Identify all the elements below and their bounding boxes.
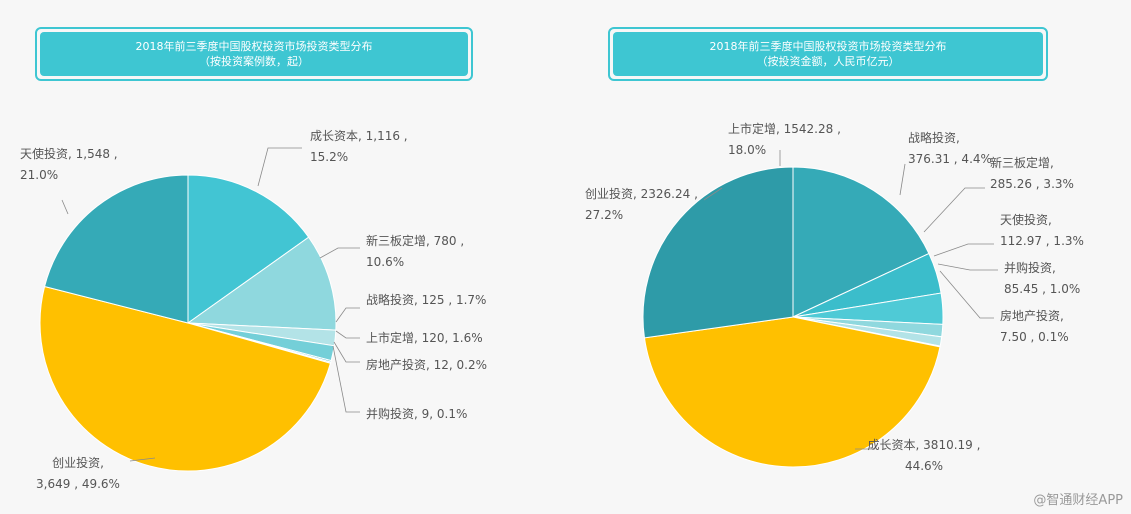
data-label-0-7-1: 21.0% xyxy=(20,168,58,182)
chart-title-box-right: 2018年前三季度中国股权投资市场投资类型分布 （按投资金额，人民币亿元） xyxy=(608,27,1048,81)
leader-line-1-2 xyxy=(923,187,985,233)
chart-subtitle-left: （按投资案例数，起） xyxy=(199,55,309,68)
data-label-1-2-0: 新三板定增, xyxy=(990,155,1054,170)
chart-title-box-left: 2018年前三季度中国股权投资市场投资类型分布 （按投资案例数，起） xyxy=(35,27,473,81)
pie-slice-0-6 xyxy=(39,285,332,472)
data-label-1-0-1: 18.0% xyxy=(728,143,766,157)
leader-line-0-7 xyxy=(61,199,69,215)
data-label-1-4-0: 并购投资, xyxy=(1004,260,1056,275)
data-label-0-3-0: 上市定增, 120, 1.6% xyxy=(366,330,483,345)
data-label-1-4-1: 85.45 , 1.0% xyxy=(1004,282,1080,296)
chart-title-left: 2018年前三季度中国股权投资市场投资类型分布 xyxy=(135,40,373,53)
pie-slice-1-6 xyxy=(643,316,941,468)
data-label-0-0-0: 成长资本, 1,116 , xyxy=(310,129,408,143)
pie-slice-0-0 xyxy=(187,174,310,324)
leader-line-1-1 xyxy=(899,163,906,196)
data-label-0-5-0: 并购投资, 9, 0.1% xyxy=(366,406,467,421)
data-label-1-2-1: 285.26 , 3.3% xyxy=(990,177,1074,191)
watermark-text: @智通财经APP xyxy=(1033,493,1123,508)
data-label-1-0-0: 上市定增, 1542.28 , xyxy=(728,121,841,136)
pie-group-0: 成长资本, 1,116 , 15.2% 新三板定增, 780 , 10.6% 战略投资,… xyxy=(20,129,487,491)
data-label-1-3-1: 112.97 , 1.3% xyxy=(1000,234,1084,248)
leader-line-1-4 xyxy=(937,263,998,271)
pie-slice-1-0 xyxy=(792,166,930,318)
data-label-0-1-1: 10.6% xyxy=(366,255,404,269)
data-label-0-4-0: 房地产投资, 12, 0.2% xyxy=(366,357,487,372)
pie-slice-0-1 xyxy=(186,236,337,331)
data-label-1-1-0: 战略投资, xyxy=(908,130,960,145)
leader-line-0-4 xyxy=(333,341,360,363)
data-label-0-6-0: 创业投资, xyxy=(52,455,104,470)
data-label-1-7-1: 27.2% xyxy=(585,208,623,222)
data-label-0-0-1: 15.2% xyxy=(310,150,348,164)
data-label-0-1-0: 新三板定增, 780 , xyxy=(366,233,464,248)
leader-line-0-2 xyxy=(335,307,360,323)
leader-line-1-5 xyxy=(939,270,994,319)
data-label-0-7-0: 天使投资, 1,548 , xyxy=(20,146,118,161)
leader-line-0-3 xyxy=(335,330,360,339)
chart-subtitle-right: （按投资金额，人民币亿元） xyxy=(756,55,900,68)
data-label-1-6-1: 44.6% xyxy=(905,459,943,473)
chart-title-right: 2018年前三季度中国股权投资市场投资类型分布 xyxy=(709,40,947,53)
leader-line-0-6 xyxy=(129,457,156,462)
leader-line-1-7 xyxy=(703,187,723,201)
data-label-1-1-1: 376.31 , 4.4% xyxy=(908,152,992,166)
data-label-0-2-0: 战略投资, 125 , 1.7% xyxy=(366,292,486,307)
data-label-1-3-0: 天使投资, xyxy=(1000,212,1052,227)
data-label-1-7-0: 创业投资, 2326.24 , xyxy=(585,186,698,201)
leader-line-0-1 xyxy=(319,247,360,259)
leader-line-0-0 xyxy=(257,147,302,187)
pie-slice-0-7 xyxy=(43,174,189,324)
leader-line-0-5 xyxy=(332,345,360,413)
data-label-0-6-1: 3,649 , 49.6% xyxy=(36,477,120,491)
pie-group-1: 上市定增, 1542.28 , 18.0% 战略投资, 376.31 , 4.4%新三… xyxy=(585,121,1084,473)
pie-slice-1-7 xyxy=(642,166,794,339)
data-label-1-5-0: 房地产投资, xyxy=(1000,308,1064,323)
leader-line-1-3 xyxy=(933,243,994,257)
data-label-1-5-1: 7.50 , 0.1% xyxy=(1000,330,1069,344)
data-label-1-6-0: 成长资本, 3810.19 , xyxy=(868,438,981,452)
